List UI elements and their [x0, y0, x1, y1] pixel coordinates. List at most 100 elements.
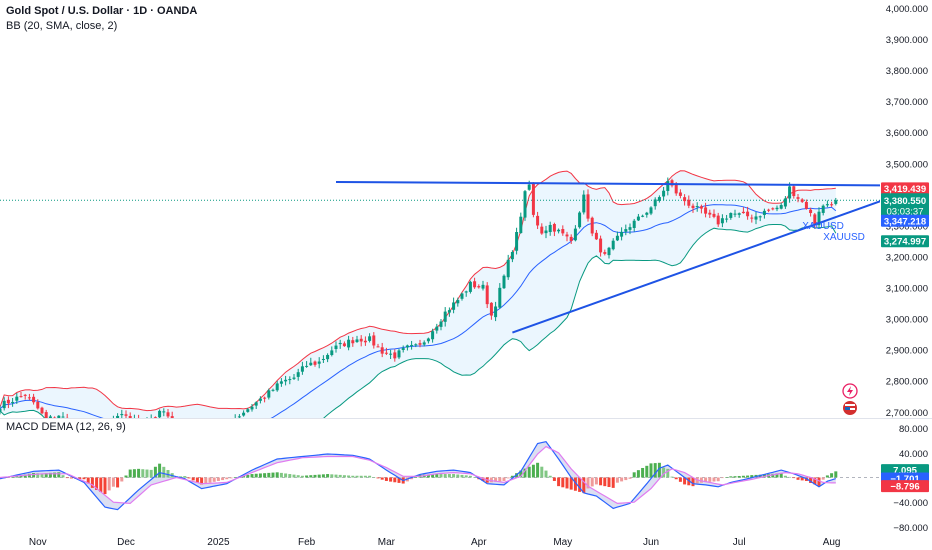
candle [594, 232, 598, 240]
macd-histogram-bar [90, 477, 94, 488]
macd-histogram-bar [183, 476, 187, 478]
candle [582, 194, 586, 213]
macd-histogram-bar [166, 470, 170, 478]
macd-histogram-bar [771, 473, 775, 478]
price-axis[interactable]: 2,700.000 2,800.000 2,900.000 3,000.000 3,10… [886, 4, 928, 534]
candle [162, 411, 166, 413]
macd-histogram-bar [594, 477, 598, 485]
time-tick-label: Apr [471, 537, 487, 548]
macd-histogram-bar [309, 475, 313, 478]
candle [48, 416, 52, 418]
candle [624, 229, 628, 232]
svg-text:−8.796: −8.796 [890, 482, 919, 493]
macd-histogram-bar [531, 464, 535, 478]
candle [397, 350, 401, 358]
candle [708, 212, 712, 215]
resistance-trendline[interactable] [335, 180, 924, 187]
symbol-annotation: XAUUSD [823, 232, 865, 243]
macd-histogram-bar [128, 469, 132, 478]
macd-histogram-bar [300, 475, 304, 478]
svg-text:3,419.439: 3,419.439 [884, 184, 926, 195]
candle [83, 428, 86, 431]
macd-histogram-bar [263, 473, 267, 478]
candle [112, 420, 115, 422]
candle [351, 340, 355, 344]
candle [418, 343, 422, 345]
candle [410, 344, 414, 346]
svg-text:7.095: 7.095 [893, 466, 917, 477]
macd-legend[interactable]: MACD DEMA (12, 26, 9) [6, 421, 126, 433]
macd-histogram-bar [473, 477, 477, 478]
candle [800, 199, 804, 202]
candle [447, 310, 451, 313]
macd-histogram-bar [275, 472, 279, 478]
time-axis[interactable]: Nov Dec 2025 Feb Mar Apr May Jun Jul Aug [29, 537, 841, 548]
candle [292, 377, 296, 379]
candle [321, 358, 325, 360]
macd-histogram-bar [720, 477, 724, 479]
macd-histogram-bar [813, 477, 817, 485]
candle [221, 424, 224, 429]
time-tick-label: 2025 [207, 537, 230, 548]
candle [170, 416, 174, 418]
macd-histogram-bar [645, 465, 649, 478]
macd-histogram-bar [431, 474, 435, 478]
candle [527, 184, 531, 190]
price-tick-label: 3,300.000 [886, 221, 928, 232]
event-flag-icon[interactable] [843, 401, 857, 415]
macd-histogram-bar [23, 474, 27, 478]
candle [754, 216, 758, 220]
macd-histogram-bar [481, 477, 485, 481]
macd-histogram-bar [204, 477, 208, 484]
candle [78, 425, 81, 429]
macd-histogram-bar [821, 477, 825, 480]
macd-histogram-bar [44, 473, 48, 478]
macd-histogram-bar [670, 476, 674, 478]
candle [380, 347, 384, 354]
macd-histogram-bar [363, 475, 367, 478]
macd-histogram-bar [19, 475, 23, 478]
macd-histogram-bar [624, 477, 628, 481]
macd-histogram-bar [657, 462, 661, 478]
macd-histogram-bar [468, 475, 472, 478]
candle [74, 426, 77, 427]
candle [498, 287, 502, 308]
candle [426, 338, 430, 342]
event-lightning-icon[interactable] [842, 383, 858, 399]
bollinger-legend[interactable]: BB (20, SMA, close, 2) [6, 20, 118, 32]
price-tick-label: 3,700.000 [886, 97, 928, 108]
macd-histogram-bar [712, 477, 716, 482]
macd-histogram-bar [6, 477, 10, 478]
macd-histogram-bar [233, 477, 237, 478]
candle [737, 213, 741, 215]
svg-text:03:03:37: 03:03:37 [887, 206, 924, 217]
candle [242, 412, 246, 416]
macd-histogram-bar [506, 477, 510, 479]
candle [687, 199, 691, 206]
candle [40, 407, 44, 414]
macd-histogram-bar [321, 474, 325, 478]
macd-histogram-bar [578, 477, 582, 492]
candle [783, 198, 787, 207]
macd-histogram-bar [569, 477, 573, 490]
candle [175, 423, 178, 434]
candle [729, 213, 733, 218]
macd-histogram-bar [389, 477, 393, 482]
macd-histogram-bar [741, 475, 745, 478]
macd-histogram-bar [132, 469, 136, 478]
macd-histogram-bar [242, 475, 246, 478]
support-trendline[interactable] [512, 186, 924, 334]
candle [670, 180, 674, 186]
macd-histogram-bar [69, 477, 73, 479]
bollinger-basis-tag: 3,347.218 [881, 214, 929, 227]
macd-histogram-bar [561, 477, 565, 488]
macd-histogram-bar [141, 469, 145, 478]
candle [813, 214, 817, 224]
macd-pane[interactable] [0, 441, 880, 511]
candle [809, 209, 813, 214]
candle [258, 398, 262, 401]
macd-histogram-bar [456, 474, 460, 478]
candle [641, 215, 645, 217]
